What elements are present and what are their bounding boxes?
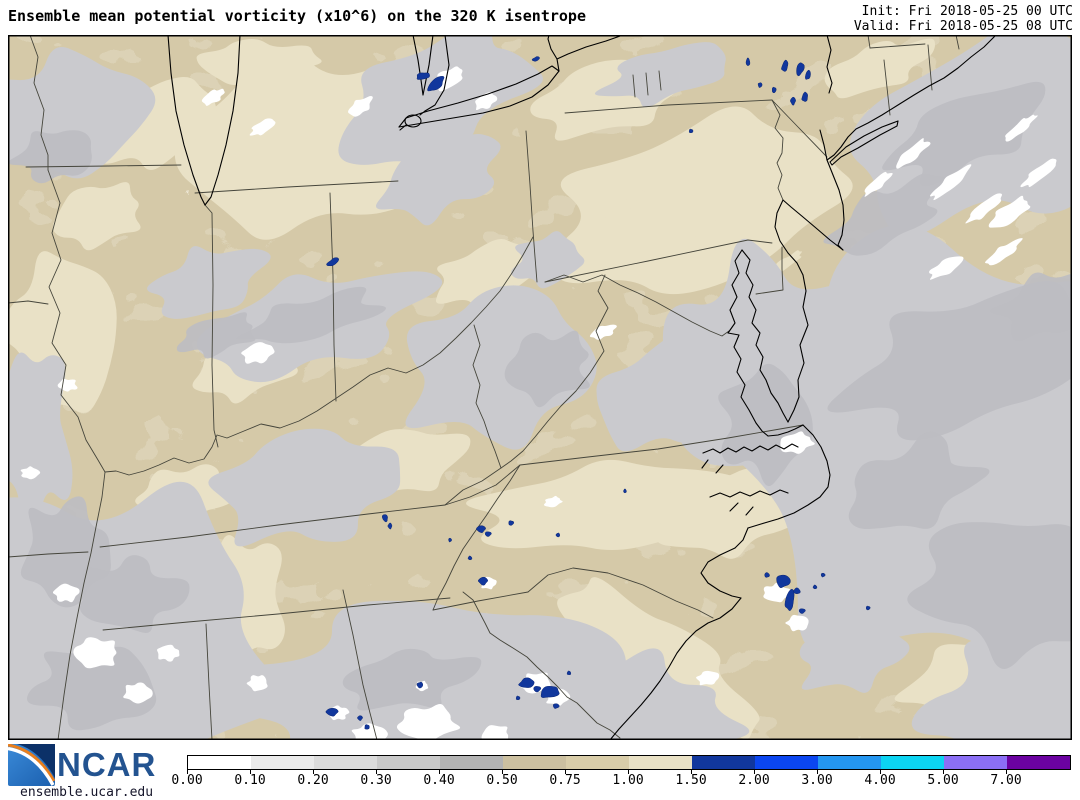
colorbar-tick bbox=[817, 770, 818, 774]
colorbar-segment bbox=[188, 756, 251, 769]
pv-map-svg bbox=[8, 35, 1072, 740]
colorbar-segment bbox=[881, 756, 944, 769]
colorbar-tick-label: 0.75 bbox=[549, 773, 581, 788]
colorbar-tick bbox=[565, 770, 566, 774]
ncar-logo-icon bbox=[7, 743, 56, 790]
colorbar-tick bbox=[880, 770, 881, 774]
colorbar-tick-label: 0.20 bbox=[297, 773, 329, 788]
pv-map bbox=[8, 35, 1072, 740]
colorbar-segment bbox=[629, 756, 692, 769]
colorbar-tick bbox=[1006, 770, 1007, 774]
colorbar-tick-label: 2.00 bbox=[738, 773, 770, 788]
site-url: ensemble.ucar.edu bbox=[20, 785, 154, 800]
colorbar bbox=[187, 755, 1071, 770]
colorbar-tick-label: 1.50 bbox=[675, 773, 707, 788]
colorbar-tick bbox=[628, 770, 629, 774]
colorbar-tick bbox=[376, 770, 377, 774]
colorbar-tick-label: 0.00 bbox=[171, 773, 203, 788]
colorbar-segment bbox=[692, 756, 755, 769]
colorbar-tick-label: 0.40 bbox=[423, 773, 455, 788]
colorbar-tick bbox=[502, 770, 503, 774]
run-info: Init: Fri 2018-05-25 00 UTC Valid: Fri 2… bbox=[854, 4, 1073, 34]
coastline bbox=[167, 35, 997, 740]
state-borders bbox=[8, 35, 960, 740]
colorbar-tick bbox=[313, 770, 314, 774]
colorbar-segment bbox=[818, 756, 881, 769]
colorbar-tick-label: 0.50 bbox=[486, 773, 518, 788]
colorbar-segment bbox=[314, 756, 377, 769]
high-pv-spots bbox=[325, 56, 871, 730]
colorbar-tick bbox=[250, 770, 251, 774]
colorbar-segment bbox=[944, 756, 1007, 769]
valid-time: Valid: Fri 2018-05-25 08 UTC bbox=[853, 19, 1073, 34]
colorbar-tick-label: 3.00 bbox=[801, 773, 833, 788]
colorbar-segment bbox=[377, 756, 440, 769]
colorbar-segment bbox=[503, 756, 566, 769]
colorbar-tick-label: 0.10 bbox=[234, 773, 266, 788]
colorbar-tick bbox=[691, 770, 692, 774]
page-title: Ensemble mean potential vorticity (x10^6… bbox=[8, 7, 586, 25]
ncar-wordmark: NCAR bbox=[57, 746, 157, 783]
colorbar-segment bbox=[1007, 756, 1070, 769]
colorbar-tick bbox=[187, 770, 188, 774]
colorbar-tick-label: 1.00 bbox=[612, 773, 644, 788]
colorbar-segment bbox=[440, 756, 503, 769]
colorbar-tick-label: 5.00 bbox=[927, 773, 959, 788]
colorbar-tick bbox=[754, 770, 755, 774]
colorbar-segment bbox=[755, 756, 818, 769]
colorbar-segment bbox=[566, 756, 629, 769]
init-time: Init: Fri 2018-05-25 00 UTC bbox=[861, 4, 1073, 19]
colorbar-tick bbox=[439, 770, 440, 774]
colorbar-tick-label: 7.00 bbox=[990, 773, 1022, 788]
colorbar-tick-label: 4.00 bbox=[864, 773, 896, 788]
colorbar-tick-label: 0.30 bbox=[360, 773, 392, 788]
colorbar-tick bbox=[943, 770, 944, 774]
colorbar-segment bbox=[251, 756, 314, 769]
